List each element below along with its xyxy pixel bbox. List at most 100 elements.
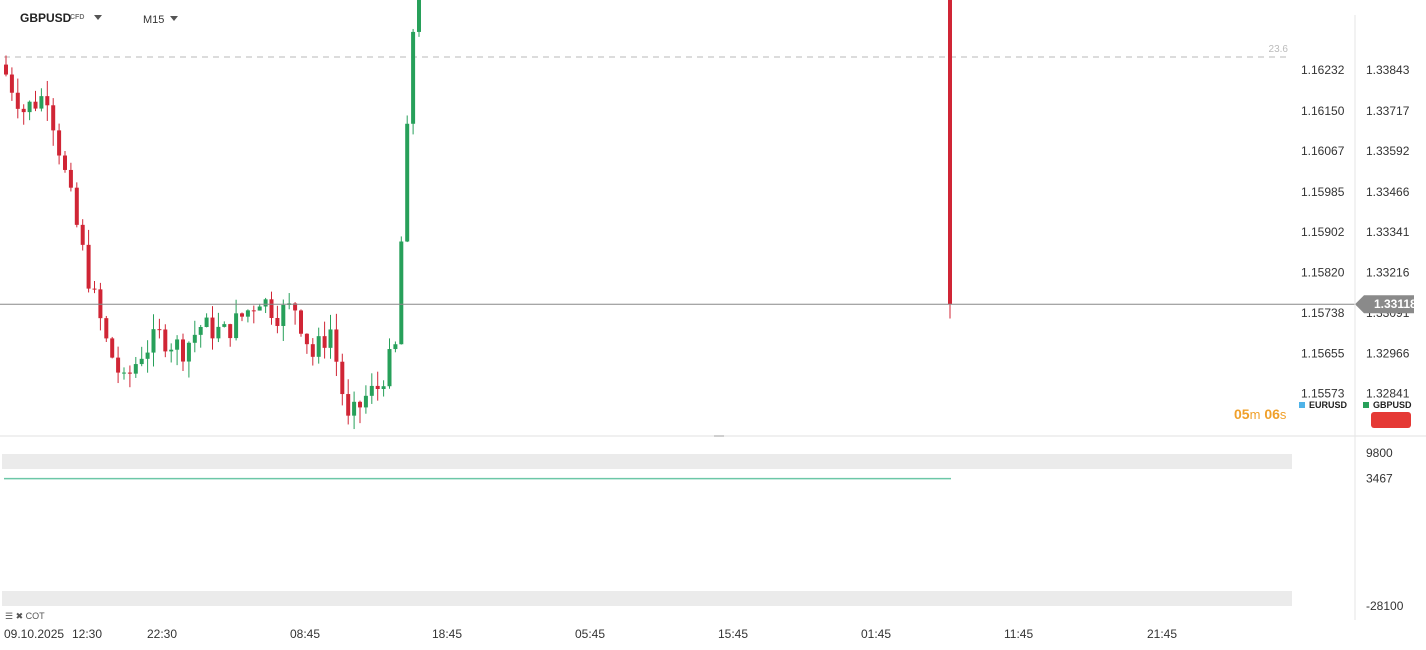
candle-body	[263, 299, 268, 307]
candle-body	[57, 130, 62, 156]
candle-body	[281, 304, 286, 326]
left-axis-tick: 1.15985	[1301, 185, 1345, 199]
right-axis-tick: 1.33341	[1366, 225, 1410, 239]
candle-body	[4, 64, 8, 75]
candle-body	[275, 317, 280, 326]
legend-gbpusd-swatch	[1363, 402, 1369, 408]
candle-body	[151, 329, 156, 353]
right-axis-tick: 1.33466	[1366, 185, 1410, 199]
candle-body	[33, 101, 38, 109]
indicator-band-bottom	[2, 591, 1292, 606]
left-axis-tick: 1.15573	[1301, 387, 1345, 401]
right-axis-tick: 1.33843	[1366, 63, 1410, 77]
candle-body	[210, 317, 215, 339]
legend-gbpusd[interactable]: GBPUSD	[1363, 400, 1412, 410]
x-axis-tick: 15:45	[718, 627, 748, 641]
timeframe-dropdown-icon[interactable]	[170, 16, 178, 21]
candle-body	[352, 401, 357, 416]
left-axis-tick: 1.15655	[1301, 346, 1345, 360]
candle-body	[948, 0, 952, 305]
candle-body	[186, 342, 191, 362]
trade-button[interactable]	[1371, 412, 1411, 428]
candle-body	[328, 329, 333, 348]
candle-body	[222, 324, 227, 327]
candle-body	[127, 372, 132, 374]
current-price-label: 1.33118	[1374, 297, 1417, 311]
candle-body	[346, 394, 351, 416]
legend-eurusd[interactable]: EURUSD	[1299, 400, 1347, 410]
candle-body	[157, 329, 162, 331]
candle-body	[216, 326, 221, 339]
candle-body	[139, 358, 144, 365]
symbol-dropdown-icon[interactable]	[94, 15, 102, 20]
candle-body	[257, 306, 262, 311]
candle-body	[175, 339, 180, 350]
candle-body	[417, 0, 421, 32]
left-axis-tick: 1.15902	[1301, 225, 1345, 239]
candle-body	[334, 329, 339, 362]
fib-label: 23.6	[1269, 44, 1289, 55]
candle-body	[92, 288, 97, 290]
timeframe-selector[interactable]: M15	[143, 14, 165, 26]
candle-body	[110, 338, 115, 358]
legend-eurusd-swatch	[1299, 402, 1305, 408]
left-axis-tick: 1.15820	[1301, 266, 1345, 280]
indicator-band-top	[2, 454, 1292, 469]
current-price-tag: 1.33118	[1355, 295, 1417, 314]
candle-body	[74, 187, 79, 225]
right-axis-tick: 1.32841	[1366, 387, 1410, 401]
candle-body	[122, 372, 126, 374]
right-axis-tick: 1.32966	[1366, 346, 1410, 360]
candle-body	[322, 336, 327, 348]
x-axis-tick: 18:45	[432, 627, 462, 641]
x-axis-tick: 05:45	[575, 627, 605, 641]
candle-body	[181, 339, 185, 362]
candle-body	[133, 364, 138, 374]
left-axis-tick: 1.16150	[1301, 104, 1345, 118]
x-axis-tick: 09.10.2025	[4, 627, 64, 641]
candle-body	[39, 96, 44, 109]
symbol-type-badge: CFD	[70, 14, 85, 21]
candle-body	[21, 108, 26, 113]
candle-body	[293, 303, 298, 311]
candle-body	[145, 352, 150, 359]
right-axis-tick: 1.33717	[1366, 104, 1410, 118]
candle-body	[245, 310, 250, 317]
candle-body	[251, 310, 256, 312]
candle-body	[381, 386, 386, 390]
candle-body	[169, 349, 174, 352]
indicator-label[interactable]: ☰ ✖ COT	[5, 611, 45, 621]
candle-body	[363, 395, 368, 408]
candle-body	[358, 401, 362, 408]
left-axis-tick: 1.15738	[1301, 306, 1345, 320]
candle-body	[204, 317, 209, 327]
right-axis-tick: 1.33216	[1366, 266, 1410, 280]
candle-body	[411, 31, 416, 124]
x-axis-tick: 12:30	[72, 627, 102, 641]
candle-body	[15, 92, 20, 109]
candle-body	[340, 361, 345, 395]
candle-body	[399, 241, 404, 345]
close-icon[interactable]: ✖	[15, 611, 24, 621]
candle-body	[163, 329, 168, 352]
candle-body	[310, 344, 315, 357]
candle-body	[51, 105, 56, 131]
candle-body	[299, 310, 303, 334]
menu-icon[interactable]: ☰	[5, 611, 14, 621]
candle-body	[68, 169, 73, 188]
candle-body	[80, 224, 85, 245]
left-axis-tick: 1.16067	[1301, 144, 1345, 158]
x-axis-tick: 08:45	[290, 627, 320, 641]
candle-body	[27, 101, 32, 113]
x-axis-tick: 21:45	[1147, 627, 1177, 641]
right-axis-tick: 1.33592	[1366, 144, 1410, 158]
candle-body	[192, 334, 197, 343]
x-axis-tick: 11:45	[1004, 627, 1033, 641]
candle-body	[116, 357, 121, 373]
candle-body	[240, 313, 244, 317]
symbol-name[interactable]: GBPUSD	[20, 11, 72, 25]
candle-countdown: 05m 06s	[1234, 406, 1287, 422]
candle-body	[375, 385, 380, 390]
indicator-axis-tick: 9800	[1366, 446, 1393, 460]
